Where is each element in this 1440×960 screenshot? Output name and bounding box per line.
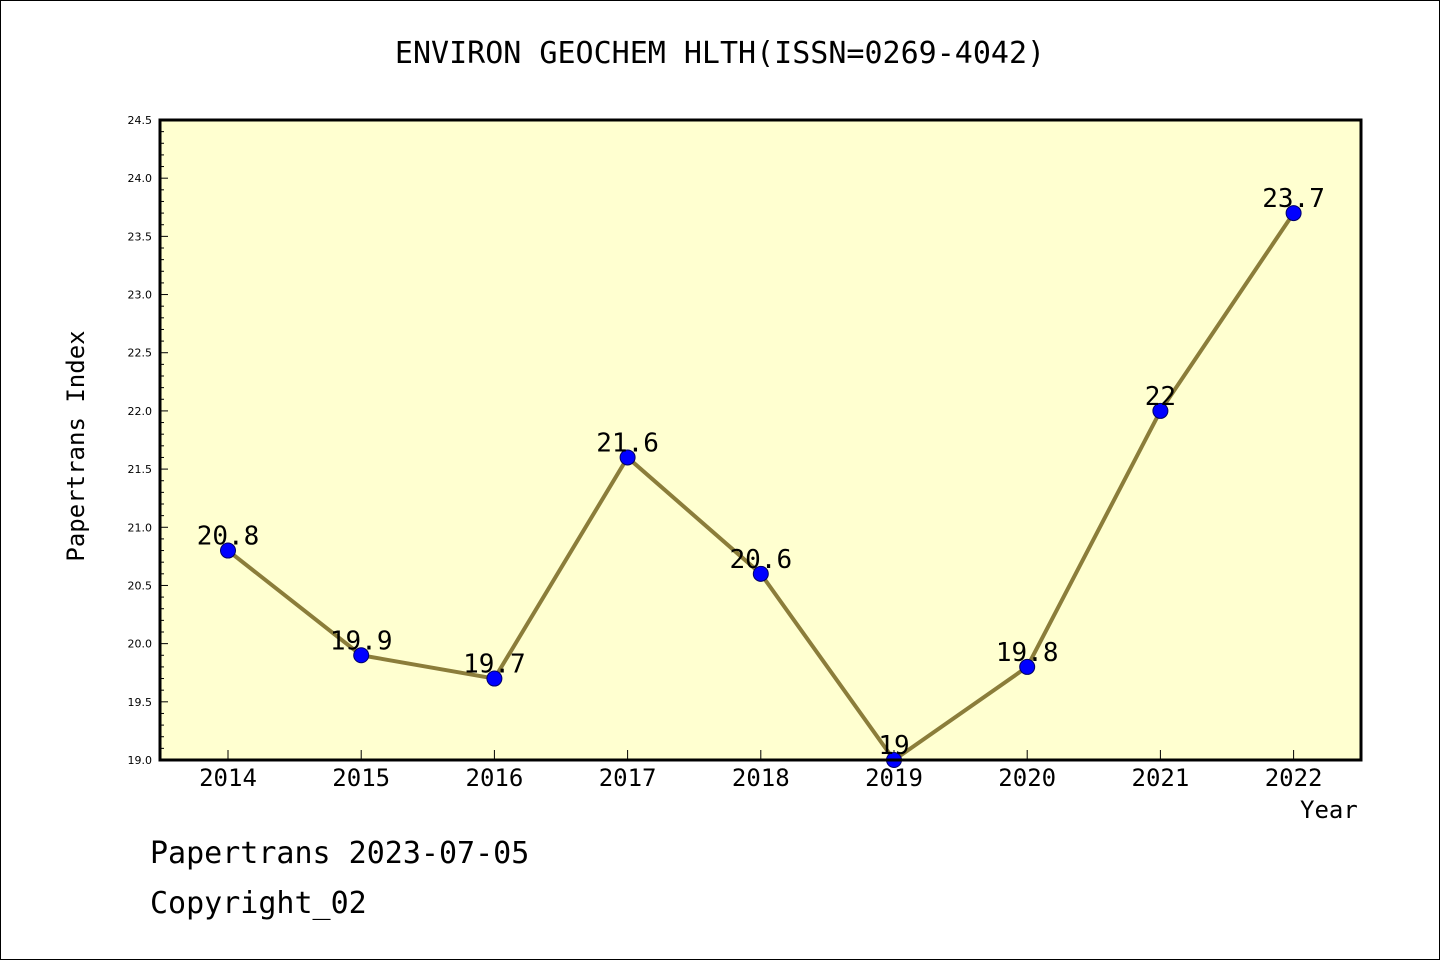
x-tick-label: 2021 (1132, 764, 1190, 792)
y-tick-label: 19.5 (128, 696, 153, 709)
data-point (220, 542, 236, 559)
x-tick-label: 2017 (599, 764, 657, 792)
data-point (752, 565, 769, 582)
data-labels: 20.8 19.9 19.7 21.6 20.6 19 19.8 22 23.7 (197, 184, 1325, 761)
chart-title: ENVIRON GEOCHEM HLTH(ISSN=0269-4042) (394, 36, 1046, 71)
data-point (1019, 658, 1036, 675)
x-tick-label: 2015 (332, 764, 390, 792)
y-axis-label: Papertrans Index (62, 330, 90, 562)
x-tick-label: 2019 (865, 764, 923, 792)
x-tick-label: 2018 (732, 764, 790, 792)
x-axis: 2014 2015 2016 2017 2018 2019 2020 2021 2022 (199, 750, 1322, 792)
y-tick-label: 24.0 (128, 172, 153, 185)
data-point (486, 670, 503, 687)
y-tick-label: 21.0 (128, 521, 153, 534)
data-point (353, 647, 370, 664)
x-axis-label: Year (1300, 796, 1358, 824)
data-label: 23.7 (1262, 184, 1325, 214)
x-tick-label: 2022 (1265, 764, 1323, 792)
data-label: 19.9 (330, 626, 393, 656)
data-label: 21.6 (596, 428, 659, 458)
y-tick-label: 23.0 (128, 289, 153, 302)
y-tick-label: 19.0 (128, 754, 153, 767)
y-tick-label: 24.5 (128, 114, 153, 127)
data-point (1285, 205, 1302, 222)
x-tick-label: 2014 (199, 764, 257, 792)
plot-area (160, 120, 1361, 760)
footer-copyright: Copyright_02 (150, 886, 367, 921)
data-label: 20.8 (197, 522, 260, 552)
footer-date: Papertrans 2023-07-05 (150, 836, 530, 871)
data-label: 20.6 (729, 545, 792, 575)
data-label: 19 (878, 731, 909, 761)
plot-border (158, 118, 1363, 762)
data-point (619, 449, 636, 466)
y-axis: 19.0 19.5 20.0 20.5 21.0 21.5 22.0 22.5 23.0 23.5… (128, 114, 168, 767)
y-tick-label: 20.5 (128, 579, 153, 592)
data-label: 19.8 (996, 638, 1059, 668)
y-tick-label: 22.0 (128, 405, 153, 418)
y-tick-label: 23.5 (128, 230, 153, 243)
y-tick-label: 21.5 (128, 463, 153, 476)
x-tick-label: 2020 (998, 764, 1056, 792)
data-point (1152, 402, 1169, 419)
data-label: 22 (1145, 382, 1176, 412)
y-tick-label: 22.5 (128, 347, 153, 360)
y-tick-label: 20.0 (128, 638, 153, 651)
data-label: 19.7 (463, 650, 526, 680)
x-tick-label: 2016 (466, 764, 524, 792)
